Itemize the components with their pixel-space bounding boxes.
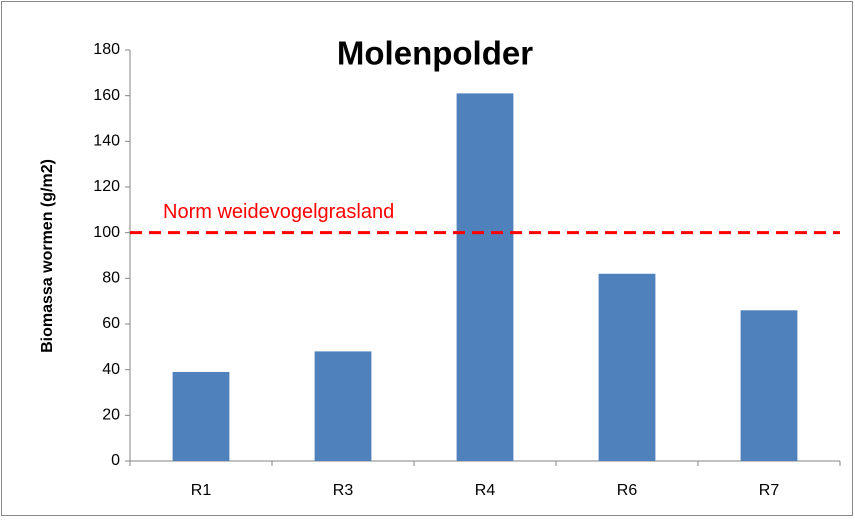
bar xyxy=(456,93,514,461)
y-tick-label: 180 xyxy=(93,41,120,58)
y-tick-label: 0 xyxy=(111,452,120,469)
x-tick-label: R6 xyxy=(617,482,638,499)
y-tick-label: 80 xyxy=(102,270,120,287)
chart-title: Molenpolder xyxy=(337,35,533,72)
y-tick-label: 60 xyxy=(102,315,120,332)
bar xyxy=(172,371,230,461)
y-tick-label: 100 xyxy=(93,224,120,241)
bar xyxy=(740,310,798,461)
bar xyxy=(314,351,372,461)
y-tick-label: 140 xyxy=(93,133,120,150)
y-tick-label: 160 xyxy=(93,87,120,104)
x-tick-label: R1 xyxy=(191,482,212,499)
reference-label: Norm weidevogelgrasland xyxy=(163,201,394,223)
y-axis-label: Biomassa wormen (g/m2) xyxy=(39,159,56,353)
x-tick-label: R4 xyxy=(475,482,496,499)
bar xyxy=(598,273,656,461)
y-tick-label: 20 xyxy=(102,407,120,424)
y-tick-label: 40 xyxy=(102,361,120,378)
x-tick-label: R3 xyxy=(333,482,354,499)
x-tick-label: R7 xyxy=(759,482,780,499)
y-tick-label: 120 xyxy=(93,178,120,195)
